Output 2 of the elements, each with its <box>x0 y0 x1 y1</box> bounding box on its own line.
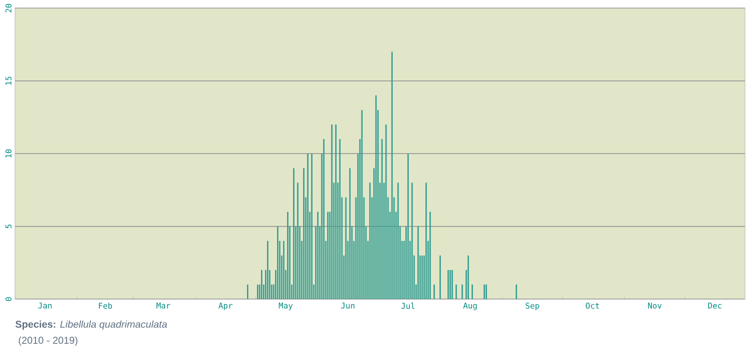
text: (2010 - 2019) <box>18 336 78 346</box>
text: Species: Libellula quadrimaculata <box>15 320 167 330</box>
